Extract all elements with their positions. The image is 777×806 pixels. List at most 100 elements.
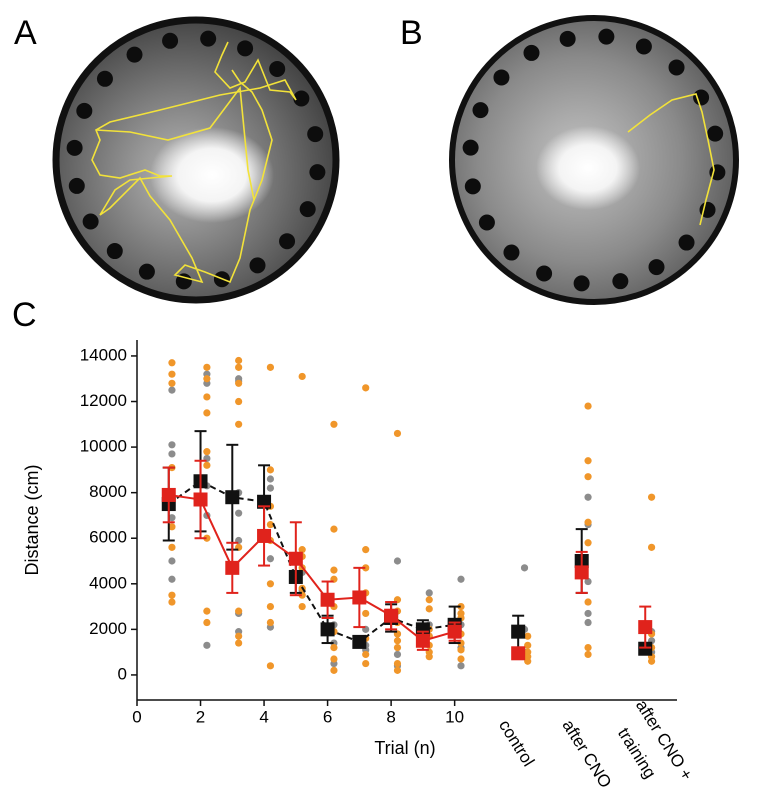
mean-marker bbox=[415, 622, 430, 637]
arena-hole bbox=[162, 32, 179, 49]
data-point bbox=[393, 650, 402, 659]
arena-hole bbox=[478, 214, 495, 231]
data-point bbox=[266, 602, 275, 611]
data-point bbox=[168, 557, 176, 565]
y-tick-label: 10000 bbox=[80, 437, 127, 456]
arena-hole bbox=[648, 259, 665, 276]
arena-hole bbox=[175, 273, 192, 290]
data-point bbox=[584, 473, 592, 481]
data-point bbox=[266, 555, 275, 563]
data-point bbox=[584, 457, 592, 465]
data-point bbox=[203, 409, 211, 417]
data-point bbox=[168, 523, 176, 531]
arena-hole bbox=[612, 273, 629, 290]
data-point bbox=[266, 363, 275, 371]
data-point bbox=[235, 420, 243, 428]
y-tick-label: 6000 bbox=[89, 528, 127, 547]
arena-hole bbox=[699, 201, 716, 218]
mean-marker bbox=[257, 528, 272, 543]
data-point bbox=[457, 575, 465, 583]
mean-marker bbox=[225, 490, 240, 505]
data-point bbox=[524, 632, 532, 640]
x-axis-title: Trial (n) bbox=[374, 738, 435, 758]
mean-marker bbox=[384, 608, 399, 623]
data-point bbox=[235, 363, 243, 371]
data-point bbox=[235, 509, 243, 517]
data-point bbox=[362, 609, 370, 618]
y-tick-label: 14000 bbox=[80, 345, 127, 364]
panel-label: C bbox=[12, 296, 37, 334]
mean-marker bbox=[257, 494, 272, 509]
data-point bbox=[168, 441, 176, 449]
y-axis-title: Distance (cm) bbox=[22, 464, 42, 575]
arena-hole bbox=[293, 90, 310, 107]
arena-hole bbox=[678, 234, 695, 251]
data-point bbox=[425, 596, 433, 604]
arena-hole bbox=[635, 38, 652, 55]
arena-hole bbox=[559, 30, 576, 47]
arena-hole bbox=[106, 243, 123, 260]
data-point bbox=[584, 539, 592, 547]
data-point bbox=[362, 384, 370, 392]
data-point bbox=[168, 386, 176, 394]
mean-marker bbox=[352, 634, 367, 649]
data-point bbox=[362, 659, 370, 668]
arena-hole bbox=[138, 263, 155, 280]
data-point bbox=[393, 659, 402, 668]
data-point bbox=[168, 514, 176, 522]
data-point bbox=[203, 393, 211, 401]
mean-line bbox=[168, 480, 455, 644]
data-point bbox=[520, 564, 529, 572]
data-point bbox=[457, 662, 465, 670]
arena-hole bbox=[462, 139, 479, 156]
mean-marker bbox=[511, 646, 526, 661]
data-point bbox=[235, 397, 243, 406]
data-point bbox=[584, 577, 592, 586]
arena-hole bbox=[309, 164, 326, 181]
x-tick-label: 8 bbox=[386, 707, 395, 726]
data-point bbox=[266, 475, 275, 483]
panel-label: A bbox=[14, 14, 37, 52]
x-category-label: control bbox=[495, 716, 538, 769]
data-point bbox=[584, 650, 592, 659]
arena-hole bbox=[279, 233, 296, 250]
data-point bbox=[330, 420, 338, 428]
x-category-label: after CNO bbox=[559, 716, 616, 791]
data-point bbox=[266, 520, 275, 529]
data-point bbox=[235, 607, 243, 615]
data-point bbox=[168, 379, 176, 387]
mean-marker bbox=[225, 560, 240, 575]
mean-marker bbox=[320, 622, 335, 637]
data-point bbox=[457, 602, 465, 611]
data-point bbox=[203, 534, 211, 542]
arena-hole bbox=[573, 275, 590, 292]
data-point bbox=[168, 450, 176, 458]
arena-hole bbox=[299, 201, 316, 218]
arena-hole bbox=[249, 257, 266, 274]
data-point bbox=[203, 461, 211, 469]
mean-marker bbox=[511, 624, 526, 639]
data-point bbox=[168, 359, 176, 367]
data-point bbox=[393, 557, 402, 565]
data-point bbox=[203, 363, 211, 371]
data-point bbox=[168, 575, 176, 583]
mean-marker bbox=[638, 641, 653, 656]
data-point bbox=[203, 448, 211, 456]
data-point bbox=[647, 493, 656, 501]
data-point bbox=[524, 657, 532, 665]
arena-hole bbox=[307, 126, 324, 143]
arena-hole bbox=[493, 69, 510, 86]
data-point bbox=[168, 370, 176, 378]
arena-hole bbox=[66, 139, 83, 156]
arena-photo-b bbox=[449, 15, 739, 305]
y-tick-label: 8000 bbox=[89, 482, 127, 501]
arena-hole bbox=[237, 40, 254, 57]
data-point bbox=[266, 662, 275, 670]
data-point bbox=[393, 429, 402, 438]
data-point bbox=[362, 650, 370, 659]
data-point bbox=[266, 580, 275, 588]
data-point bbox=[235, 639, 243, 647]
mean-marker bbox=[193, 492, 208, 507]
